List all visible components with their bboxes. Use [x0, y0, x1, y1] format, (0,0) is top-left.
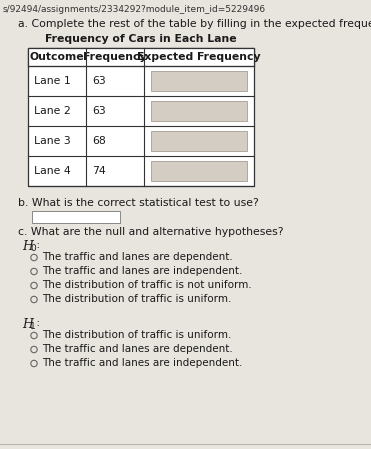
Text: :: : — [33, 240, 40, 250]
Text: 0: 0 — [30, 244, 36, 253]
Bar — [28, 48, 254, 66]
Text: The distribution of traffic is not uniform.: The distribution of traffic is not unifo… — [42, 281, 252, 291]
Text: The distribution of traffic is uniform.: The distribution of traffic is uniform. — [42, 295, 232, 304]
Text: 74: 74 — [92, 166, 106, 176]
Text: Frequency: Frequency — [83, 52, 147, 62]
Bar — [151, 161, 247, 181]
Text: Expected Frequency: Expected Frequency — [137, 52, 261, 62]
Text: The traffic and lanes are dependent.: The traffic and lanes are dependent. — [42, 344, 233, 355]
Text: Outcome: Outcome — [30, 52, 84, 62]
Text: a. Complete the rest of the table by filling in the expected frequencies:: a. Complete the rest of the table by fil… — [18, 19, 371, 29]
Text: The distribution of traffic is uniform.: The distribution of traffic is uniform. — [42, 330, 232, 340]
Text: Select an answer: Select an answer — [35, 212, 119, 222]
Text: b. What is the correct statistical test to use?: b. What is the correct statistical test … — [18, 198, 259, 208]
Text: The traffic and lanes are dependent.: The traffic and lanes are dependent. — [42, 252, 233, 263]
Bar — [151, 131, 247, 151]
Text: Lane 2: Lane 2 — [34, 106, 71, 116]
Bar — [32, 211, 120, 223]
Text: H: H — [22, 318, 33, 331]
Text: 68: 68 — [92, 136, 106, 146]
Text: 1: 1 — [30, 322, 36, 331]
Text: 63: 63 — [92, 106, 106, 116]
Text: Lane 4: Lane 4 — [34, 166, 71, 176]
Bar — [151, 101, 247, 121]
Text: The traffic and lanes are independent.: The traffic and lanes are independent. — [42, 358, 242, 369]
Text: The traffic and lanes are independent.: The traffic and lanes are independent. — [42, 267, 242, 277]
Text: :: : — [33, 318, 40, 328]
Bar — [151, 71, 247, 91]
Text: H: H — [22, 240, 33, 253]
Text: Lane 1: Lane 1 — [34, 76, 71, 86]
Text: s/92494/assignments/2334292?module_item_id=5229496: s/92494/assignments/2334292?module_item_… — [3, 5, 266, 14]
Text: c. What are the null and alternative hypotheses?: c. What are the null and alternative hyp… — [18, 227, 283, 237]
Bar — [28, 48, 254, 186]
Text: 63: 63 — [92, 76, 106, 86]
Text: Lane 3: Lane 3 — [34, 136, 71, 146]
Text: ∨: ∨ — [112, 212, 118, 221]
Text: Frequency of Cars in Each Lane: Frequency of Cars in Each Lane — [45, 34, 237, 44]
